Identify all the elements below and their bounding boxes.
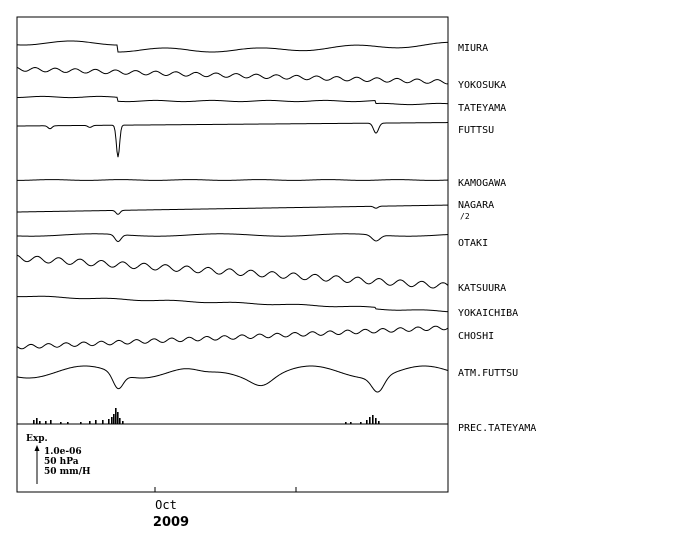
legend-line-precip: 50 mm/H — [44, 467, 91, 477]
label-kamogawa: KAMOGAWA — [458, 178, 506, 189]
precip-bar — [119, 418, 121, 424]
precip-bar — [108, 419, 110, 424]
x-tick-label-oct: Oct — [155, 498, 177, 512]
label-yokaichiba: YOKAICHIBA — [458, 308, 518, 319]
precip-bar — [350, 422, 352, 424]
precip-bar — [345, 422, 347, 424]
precip-bar — [102, 420, 104, 424]
trace-choshi — [16, 325, 449, 350]
precip-bar — [372, 415, 374, 424]
precip-bar — [45, 421, 47, 424]
label-katsuura: KATSUURA — [458, 283, 506, 294]
label-nagara: NAGARA — [458, 200, 494, 211]
precip-bar — [369, 417, 371, 424]
trace-tateyama — [16, 95, 449, 106]
precip-bar — [378, 421, 380, 424]
label-nagara-note: /2 — [460, 212, 470, 221]
legend-line-strain: 1.0e-06 — [44, 447, 82, 457]
legend-title: Exp. — [26, 434, 48, 444]
precip-bar — [366, 420, 368, 424]
precip-bar — [375, 418, 377, 424]
precip-bar — [39, 421, 41, 424]
precip-bar — [33, 420, 35, 424]
trace-otaki — [16, 233, 449, 243]
precip-bar — [60, 422, 62, 424]
precip-bar — [50, 420, 52, 424]
trace-kamogawa — [17, 179, 449, 181]
label-otaki: OTAKI — [458, 238, 488, 249]
precip-bar — [80, 422, 82, 424]
label-futtsu: FUTTSU — [458, 125, 494, 136]
precip-bar — [36, 418, 38, 424]
label-choshi: CHOSHI — [458, 331, 494, 342]
trace-katsuura — [16, 254, 449, 289]
precip-bar — [113, 414, 115, 424]
precip-bar — [67, 422, 69, 424]
trace-futtsu — [16, 122, 449, 158]
trace-yokosuka — [16, 66, 448, 85]
label-prec-tateyama: PREC.TATEYAMA — [458, 423, 536, 434]
trace-miura — [16, 40, 449, 53]
precip-bar — [111, 417, 113, 424]
legend-line-pressure: 50 hPa — [44, 457, 79, 467]
precip-bar — [360, 422, 362, 424]
label-miura: MIURA — [458, 43, 488, 54]
plot-frame — [16, 16, 449, 493]
precipitation-bars — [33, 408, 380, 424]
precip-bar — [122, 421, 124, 424]
precip-bar — [95, 420, 97, 424]
label-atm-futtsu: ATM.FUTTSU — [458, 368, 518, 379]
legend-scale-arrow-head — [34, 445, 40, 451]
trace-atm-futtsu — [16, 365, 449, 393]
trace-yokaichiba — [16, 295, 449, 313]
trace-nagara — [16, 204, 449, 215]
label-tateyama: TATEYAMA — [458, 103, 506, 114]
traces-group — [16, 40, 449, 393]
precip-bar — [117, 412, 119, 424]
label-yokosuka: YOKOSUKA — [458, 80, 506, 91]
x-axis-year: 2009 — [153, 515, 189, 530]
precip-bar — [89, 421, 91, 424]
precip-bar — [115, 408, 117, 424]
